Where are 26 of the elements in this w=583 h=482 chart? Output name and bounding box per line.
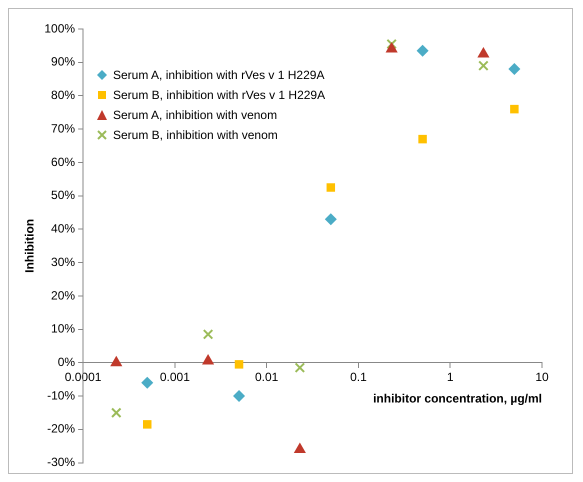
legend-label: Serum A, inhibition with rVes v 1 H229A <box>113 67 324 84</box>
x-tick-label: 0.01 <box>254 370 279 384</box>
y-tick-label: 60% <box>51 154 76 169</box>
y-tick-label: 100% <box>44 21 76 36</box>
x-tick-label: 0.1 <box>350 370 368 384</box>
y-tick-label: -20% <box>47 422 76 436</box>
y-tick-label: 50% <box>51 188 76 202</box>
legend-label: Serum B, inhibition with rVes v 1 H229A <box>113 87 326 104</box>
x-tick-label: 0.0001 <box>64 370 102 384</box>
legend-label: Serum A, inhibition with venom <box>113 107 278 124</box>
y-axis-title: Inhibition <box>22 218 37 273</box>
x-tick-label: 10 <box>535 370 549 384</box>
y-tick-label: 80% <box>51 88 76 102</box>
y-tick-label: 40% <box>51 222 76 236</box>
legend-label: Serum B, inhibition with venom <box>113 127 278 144</box>
y-tick-label: 90% <box>51 54 76 69</box>
y-tick-label: 10% <box>51 322 76 336</box>
y-tick-label: 20% <box>51 288 76 302</box>
x-tick-label: 1 <box>446 370 454 384</box>
x-tick-label: 0.001 <box>160 370 190 384</box>
y-tick-label: 70% <box>51 121 76 136</box>
y-tick-label: 30% <box>51 254 76 269</box>
y-tick-label: 0% <box>58 355 76 370</box>
x-axis-title: inhibitor concentration, µg/ml <box>373 392 542 406</box>
y-tick-label: -30% <box>47 455 76 470</box>
y-tick-label: -10% <box>47 388 76 402</box>
